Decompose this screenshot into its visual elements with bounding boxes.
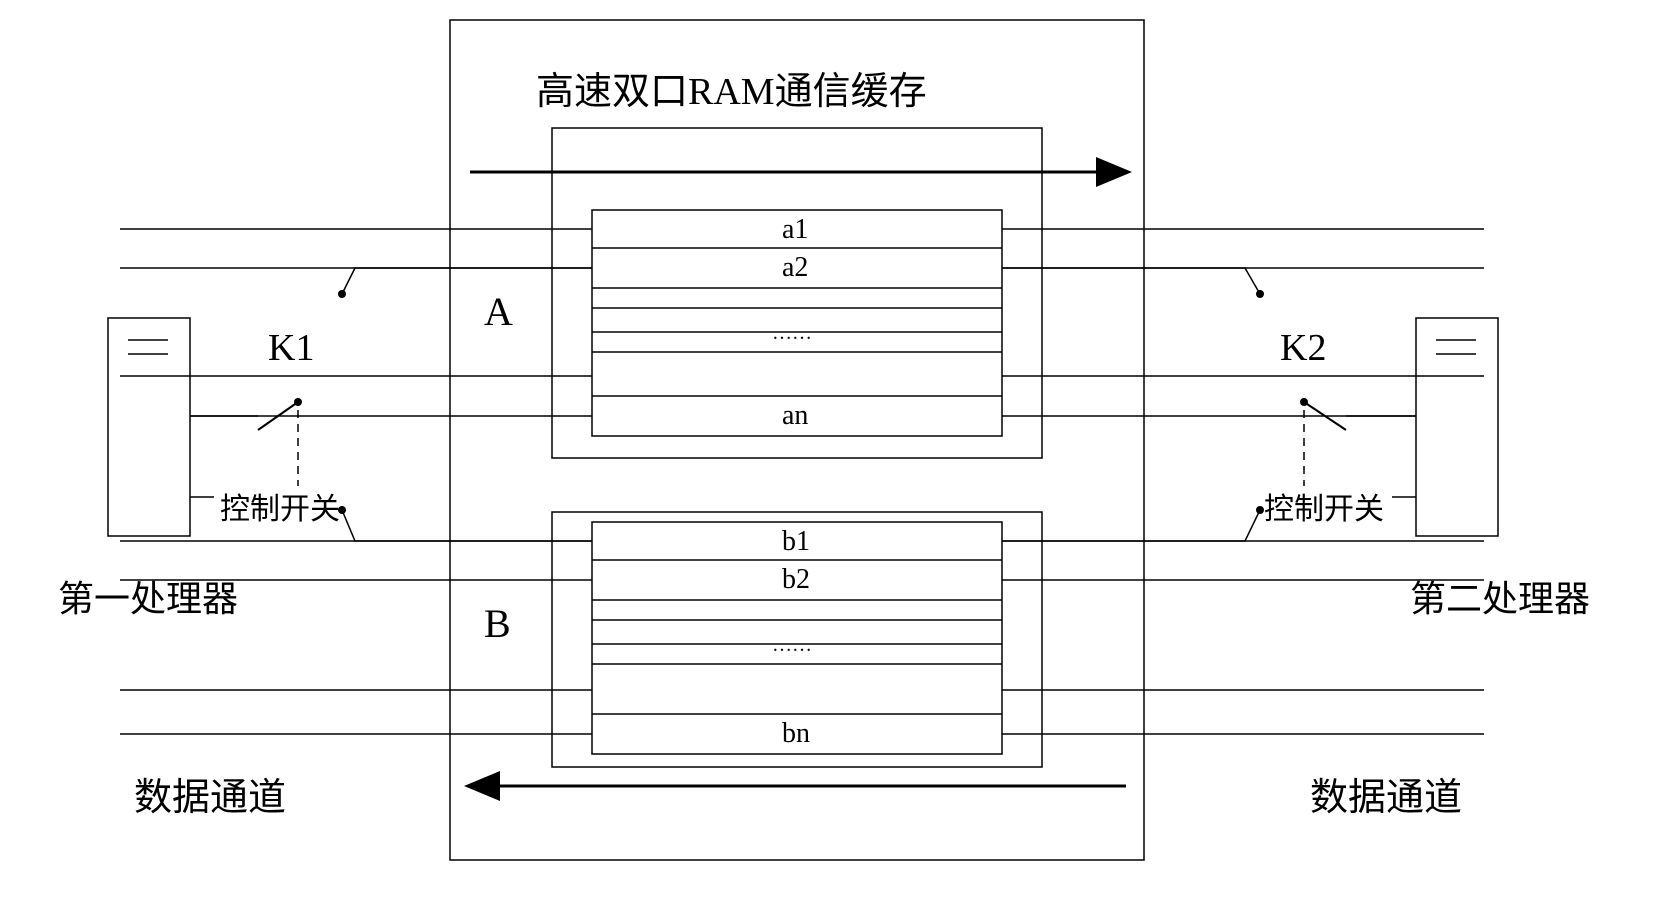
- row-a-ellipsis: ……: [772, 322, 812, 345]
- data-channel-right: 数据通道: [1310, 766, 1462, 821]
- row-a2: a2: [782, 252, 808, 284]
- k1-label: K1: [268, 326, 314, 370]
- processor-left-label: 第一处理器: [58, 570, 238, 622]
- row-b2: b2: [782, 564, 810, 596]
- processor-left-box: [108, 318, 190, 536]
- row-b-ellipsis: ……: [772, 634, 812, 657]
- k1-control-label: 控制开关: [220, 484, 340, 528]
- row-b1: b1: [782, 526, 810, 558]
- diagram-container: 高速双口RAM通信缓存 A B a1 a2 …… an b1 b2 …… bn …: [0, 0, 1664, 904]
- row-an: an: [782, 400, 808, 432]
- title: 高速双口RAM通信缓存: [536, 60, 927, 115]
- k2-control-label: 控制开关: [1264, 484, 1384, 528]
- k2-label: K2: [1280, 326, 1326, 370]
- row-bn: bn: [782, 718, 810, 750]
- region-a-label: A: [484, 288, 513, 335]
- row-a1: a1: [782, 214, 808, 246]
- data-channel-left: 数据通道: [134, 766, 286, 821]
- processor-right-box: [1416, 318, 1498, 536]
- region-b-label: B: [484, 600, 511, 647]
- processor-right-label: 第二处理器: [1410, 570, 1590, 622]
